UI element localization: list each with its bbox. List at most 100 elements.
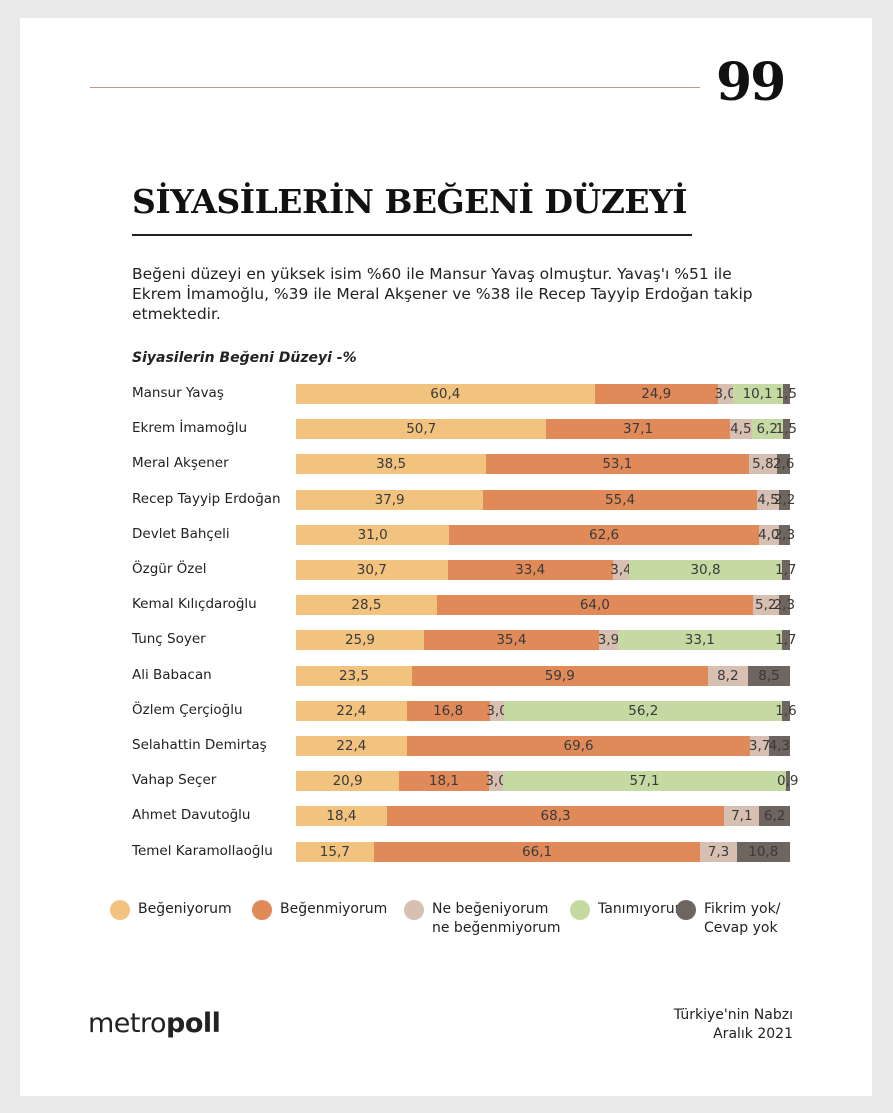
bar-segment: 16,8 (406, 700, 490, 721)
category-label: Özlem Çerçioğlu (132, 701, 243, 718)
legend-item: Beğeniyorum (110, 900, 232, 920)
legend-item: Tanımıyorum (570, 900, 688, 920)
bar-segment: 3,4 (610, 560, 632, 580)
category-label: Tunç Soyer (132, 631, 206, 648)
bar-segment: 28,5 (296, 595, 437, 616)
bar-segment: 4,5 (756, 489, 780, 510)
legend-swatch (404, 900, 424, 920)
category-label: Temel Karamollaoğlu (132, 842, 273, 859)
bar-segment: 53,1 (486, 454, 749, 475)
bar-segment: 1,7 (775, 630, 797, 651)
logo-part2: poll (166, 1008, 221, 1039)
bar-segment: 35,4 (423, 630, 599, 651)
legend-item: Ne beğeniyorum ne beğenmiyorum (404, 900, 572, 938)
bar-segment: 68,3 (386, 806, 725, 827)
bar-segment: 5,2 (752, 595, 779, 616)
bar-segment: 15,7 (296, 841, 374, 862)
page-card (20, 18, 872, 1096)
bar-segment: 4,3 (768, 736, 791, 756)
bar-segment: 30,8 (629, 560, 782, 580)
bar-segment: 18,1 (399, 771, 489, 792)
legend-label: Tanımıyorum (598, 901, 689, 917)
bar-segment: 7,3 (700, 841, 737, 862)
bar-segment: 8,2 (707, 665, 749, 686)
bar-segment: 22,4 (296, 700, 407, 721)
bar-segment: 8,5 (748, 665, 790, 686)
bar-segment: 3,9 (597, 630, 620, 651)
bar-segment: 3,0 (714, 384, 736, 404)
footer: Türkiye'nin Nabzı Aralık 2021 (674, 1006, 793, 1044)
footer-line2: Aralık 2021 (713, 1026, 793, 1042)
header-rule (90, 87, 700, 88)
legend-swatch (676, 900, 696, 920)
bar-segment: 23,5 (296, 665, 412, 686)
legend-swatch (252, 900, 272, 920)
bar-segment: 31,0 (296, 524, 450, 545)
bar-segment: 2,3 (773, 595, 796, 616)
bar-segment: 37,1 (546, 419, 730, 440)
title-rule (132, 234, 692, 236)
category-label: Ahmet Davutoğlu (132, 807, 251, 824)
category-label: Ekrem İmamoğlu (132, 420, 248, 437)
bar-segment: 66,1 (373, 841, 701, 862)
category-label: Selahattin Demirtaş (132, 737, 267, 753)
bar-segment: 69,6 (406, 736, 751, 756)
legend-swatch (570, 900, 590, 920)
legend-label: Fikrim yok/Cevap yok (704, 901, 781, 936)
bar-segment: 37,9 (296, 489, 484, 510)
bar-segment: 33,4 (447, 560, 613, 580)
bar-segment: 57,1 (503, 771, 786, 792)
bar-segment: 3,0 (486, 700, 508, 721)
intro-text: Beğeni düzeyi en yüksek isim %60 ile Man… (132, 265, 753, 323)
bar-segment: 0,9 (777, 771, 799, 792)
bar-segment: 60,4 (296, 384, 595, 404)
bar-segment: 1,6 (775, 700, 797, 721)
bar-segment: 10,1 (732, 384, 783, 404)
metropoll-logo: metropoll (88, 1008, 221, 1039)
footer-line1: Türkiye'nin Nabzı (673, 1007, 793, 1023)
category-label: Devlet Bahçeli (132, 525, 230, 542)
bar-segment: 18,4 (296, 806, 387, 827)
logo-part1: metro (88, 1008, 167, 1039)
bar-segment: 1,5 (775, 384, 798, 404)
bar-segment: 3,7 (748, 736, 771, 756)
bar-segment: 7,1 (724, 806, 760, 827)
bar-segment: 55,4 (483, 489, 757, 510)
category-label: Mansur Yavaş (132, 385, 224, 401)
page-title: SİYASİLERİN BEĞENİ DÜZEYİ (132, 182, 688, 221)
bar-segment: 59,9 (411, 665, 708, 686)
bar-segment: 1,5 (775, 419, 798, 440)
bar-segment: 64,0 (436, 595, 753, 616)
bar-segment: 6,2 (759, 806, 790, 827)
bar-segment: 56,2 (504, 700, 783, 721)
category-label: Vahap Seçer (132, 772, 217, 789)
category-label: Meral Akşener (132, 455, 229, 472)
bar-segment: 4,5 (729, 419, 752, 440)
category-label: Kemal Kılıçdaroğlu (132, 596, 257, 613)
bar-segment: 2,6 (772, 454, 795, 475)
legend-label: Beğenmiyorum (280, 901, 388, 917)
category-label: Recep Tayyip Erdoğan (132, 490, 281, 507)
bar-segment: 2,3 (773, 524, 796, 545)
bar-segment: 10,8 (736, 841, 790, 862)
bar-segment: 2,2 (773, 489, 796, 510)
legend-label: Ne beğeniyorum ne beğenmiyorum (432, 901, 561, 936)
category-label: Özgür Özel (132, 561, 207, 577)
legend-label: Beğeniyorum (138, 901, 232, 917)
bar-segment: 50,7 (296, 419, 547, 440)
bar-segment: 33,1 (618, 630, 782, 651)
bar-segment: 4,0 (757, 524, 780, 545)
bar-segment: 62,6 (449, 524, 759, 545)
legend-swatch (110, 900, 130, 920)
bar-segment: 3,0 (485, 771, 507, 792)
bar-segment: 1,7 (775, 560, 797, 580)
bar-segment: 20,9 (296, 771, 400, 792)
bar-segment: 6,2 (751, 419, 783, 440)
legend-item: Fikrim yok/Cevap yok (676, 900, 780, 938)
bar-segment: 38,5 (296, 454, 487, 475)
chart-title: Siyasilerin Beğeni Düzeyi -% (132, 350, 357, 366)
category-label: Ali Babacan (132, 666, 212, 683)
bar-segment: 22,4 (296, 736, 407, 756)
bar-segment: 30,7 (296, 560, 448, 580)
bar-segment: 5,8 (748, 454, 778, 475)
